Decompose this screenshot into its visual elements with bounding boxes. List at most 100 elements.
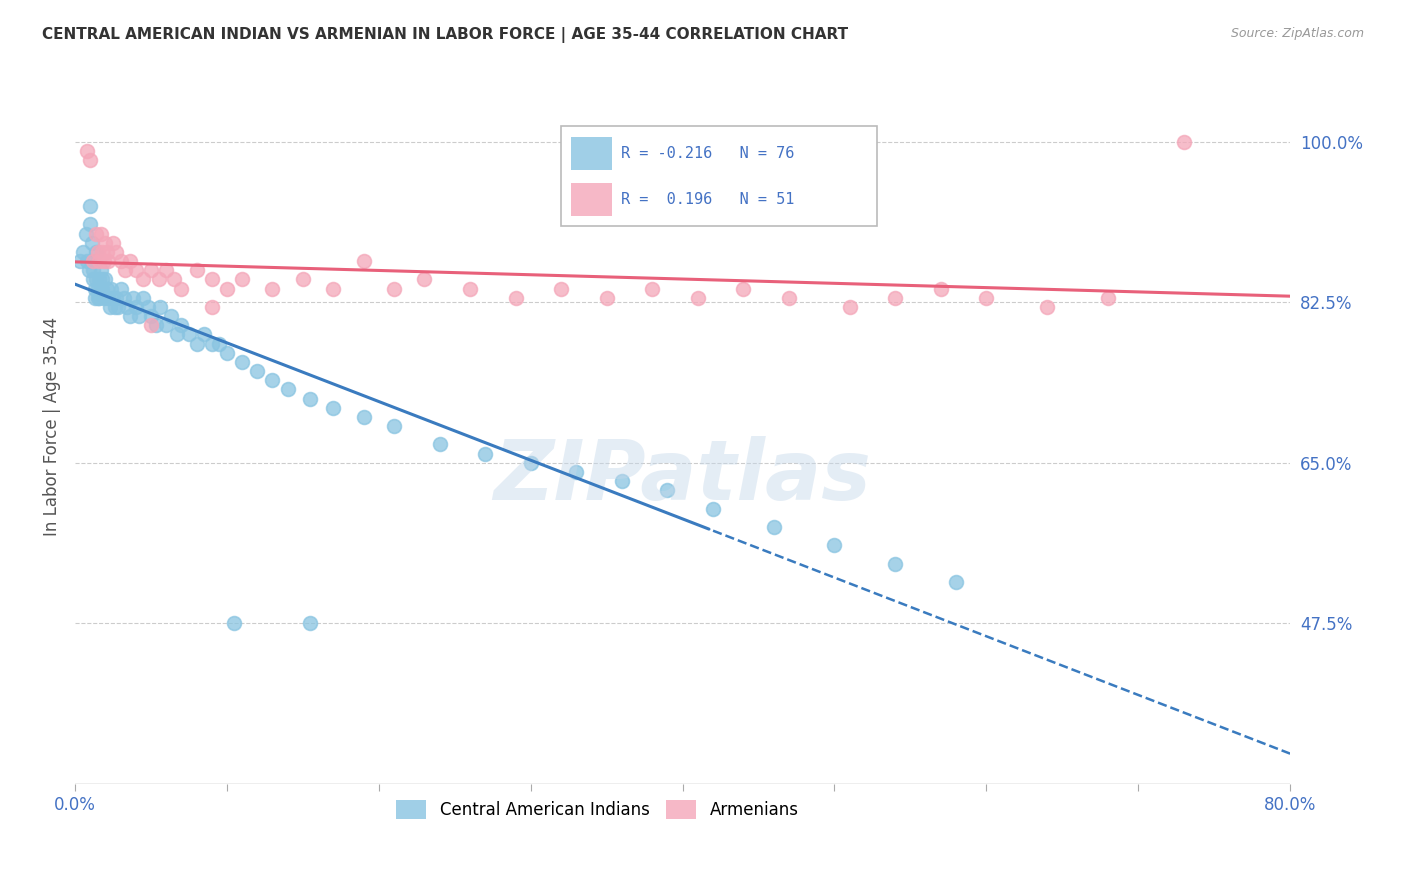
Point xyxy=(69,254,91,268)
Point xyxy=(103,300,125,314)
Y-axis label: In Labor Force | Age 35-44: In Labor Force | Age 35-44 xyxy=(44,317,60,536)
Point xyxy=(976,291,998,305)
Point xyxy=(97,291,120,305)
Point xyxy=(89,272,111,286)
Point xyxy=(322,401,344,415)
Point xyxy=(246,364,269,378)
Point xyxy=(610,474,633,488)
Point xyxy=(83,282,105,296)
Point xyxy=(101,291,124,305)
Point xyxy=(72,244,94,259)
Point xyxy=(107,300,129,314)
Point xyxy=(170,318,193,333)
Point xyxy=(94,235,117,250)
Point xyxy=(105,244,128,259)
Point xyxy=(382,282,405,296)
Point xyxy=(139,318,162,333)
Point xyxy=(110,254,132,268)
Point xyxy=(778,291,800,305)
Point xyxy=(186,336,208,351)
Point xyxy=(90,282,112,296)
Point xyxy=(139,309,162,323)
Point xyxy=(201,300,224,314)
Text: CENTRAL AMERICAN INDIAN VS ARMENIAN IN LABOR FORCE | AGE 35-44 CORRELATION CHART: CENTRAL AMERICAN INDIAN VS ARMENIAN IN L… xyxy=(42,27,848,43)
Point xyxy=(75,227,97,241)
Point xyxy=(193,327,215,342)
Legend: Central American Indians, Armenians: Central American Indians, Armenians xyxy=(389,793,806,825)
Point xyxy=(93,291,115,305)
Point xyxy=(110,282,132,296)
Point xyxy=(353,254,375,268)
Point xyxy=(595,291,617,305)
Point xyxy=(87,291,110,305)
Point xyxy=(94,272,117,286)
Point xyxy=(80,254,103,268)
Point xyxy=(145,318,167,333)
Point xyxy=(84,227,107,241)
Point xyxy=(125,263,148,277)
Point xyxy=(76,254,98,268)
Point xyxy=(215,282,238,296)
Point xyxy=(139,263,162,277)
Point xyxy=(101,235,124,250)
Point xyxy=(163,272,186,286)
Point xyxy=(89,254,111,268)
Point xyxy=(224,616,246,631)
Point xyxy=(80,235,103,250)
Point xyxy=(550,282,572,296)
Point xyxy=(353,409,375,424)
Point xyxy=(762,520,785,534)
Point xyxy=(565,465,588,479)
Point xyxy=(884,557,907,571)
Point xyxy=(91,282,114,296)
Point xyxy=(458,282,481,296)
Point xyxy=(208,336,231,351)
Point xyxy=(87,282,110,296)
Point xyxy=(299,392,322,406)
Point xyxy=(413,272,436,286)
Point xyxy=(89,291,111,305)
Point xyxy=(79,218,101,232)
Point xyxy=(83,291,105,305)
Point xyxy=(132,272,155,286)
Point xyxy=(115,300,138,314)
Point xyxy=(231,355,253,369)
Point xyxy=(96,244,118,259)
Point xyxy=(79,153,101,168)
Point xyxy=(159,309,181,323)
Point xyxy=(98,300,121,314)
Point xyxy=(1173,135,1195,149)
Point xyxy=(82,254,104,268)
Point xyxy=(93,254,115,268)
Point xyxy=(1036,300,1059,314)
Point xyxy=(105,291,128,305)
Point xyxy=(76,144,98,158)
Point xyxy=(82,272,104,286)
Point xyxy=(132,291,155,305)
Point xyxy=(733,282,755,296)
Point xyxy=(838,300,860,314)
Point xyxy=(136,300,159,314)
Point xyxy=(277,383,299,397)
Point xyxy=(702,501,724,516)
Point xyxy=(97,254,120,268)
Point xyxy=(96,282,118,296)
Point xyxy=(429,437,451,451)
Point xyxy=(170,282,193,296)
Point xyxy=(884,291,907,305)
Point xyxy=(686,291,709,305)
Point xyxy=(519,456,541,470)
Point xyxy=(87,244,110,259)
Point xyxy=(125,300,148,314)
Point xyxy=(291,272,314,286)
Point xyxy=(201,272,224,286)
Point xyxy=(121,291,143,305)
Point xyxy=(114,263,136,277)
Point xyxy=(382,419,405,434)
Point xyxy=(657,483,679,498)
Point xyxy=(118,309,141,323)
Point xyxy=(177,327,200,342)
Point xyxy=(166,327,188,342)
Point xyxy=(77,263,100,277)
Point xyxy=(91,272,114,286)
